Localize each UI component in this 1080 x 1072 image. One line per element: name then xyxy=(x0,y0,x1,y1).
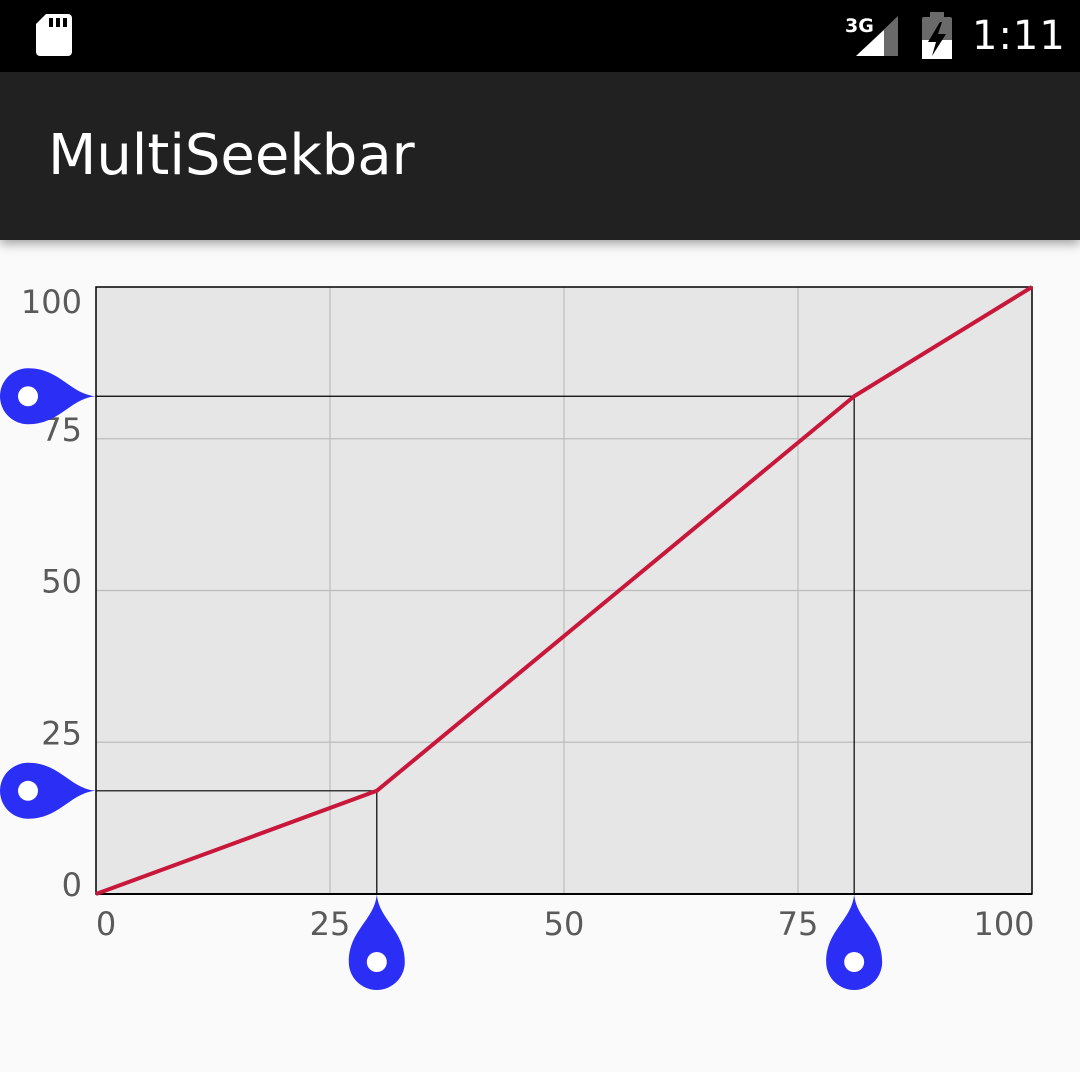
x-tick-label: 0 xyxy=(96,905,116,943)
network-type-label: 3G xyxy=(845,15,874,37)
x-tick-label: 100 xyxy=(973,905,1034,943)
curve-line xyxy=(95,285,1034,896)
status-clock: 1:11 xyxy=(972,13,1066,59)
y-tick-label: 0 xyxy=(62,866,82,904)
multi-seekbar-chart[interactable]: 0 25 50 75 100 0 25 50 75 100 xyxy=(0,240,1080,1072)
app-bar: MultiSeekbar xyxy=(0,72,1080,240)
seekbar-thumbs[interactable] xyxy=(0,368,883,990)
y-tick-labels: 0 25 50 75 100 xyxy=(21,283,82,904)
x-seekbar-thumb[interactable] xyxy=(826,894,883,990)
status-bar: 3G 1:11 xyxy=(0,0,1080,72)
x-tick-label: 25 xyxy=(310,905,351,943)
grid-lines xyxy=(96,287,1032,894)
x-seekbar-thumb[interactable] xyxy=(348,894,405,990)
sd-card-icon xyxy=(36,14,72,56)
y-seekbar-thumb[interactable] xyxy=(0,762,96,819)
battery-charging-icon xyxy=(922,12,952,59)
y-seekbar-thumb[interactable] xyxy=(0,368,96,425)
y-tick-label: 50 xyxy=(41,563,82,601)
x-tick-labels: 0 25 50 75 100 xyxy=(96,905,1035,943)
app-title: MultiSeekbar xyxy=(48,123,415,188)
y-tick-label: 25 xyxy=(41,714,82,752)
y-tick-label: 100 xyxy=(21,283,82,321)
signal-icon: 3G xyxy=(845,15,898,56)
x-tick-label: 50 xyxy=(544,905,585,943)
x-tick-label: 75 xyxy=(778,905,819,943)
guide-lines xyxy=(96,395,855,894)
